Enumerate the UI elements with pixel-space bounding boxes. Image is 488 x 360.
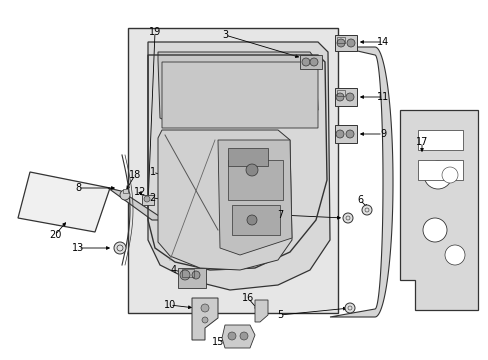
Bar <box>128 28 337 313</box>
Circle shape <box>335 130 343 138</box>
Text: 20: 20 <box>49 230 61 240</box>
Text: 5: 5 <box>276 310 283 320</box>
Circle shape <box>361 205 371 215</box>
Bar <box>142 195 154 205</box>
Bar <box>123 189 128 193</box>
Text: 16: 16 <box>242 293 254 303</box>
Circle shape <box>227 332 236 340</box>
Text: 8: 8 <box>75 183 81 193</box>
Bar <box>417 160 462 180</box>
Bar <box>299 55 321 69</box>
Text: 7: 7 <box>276 210 283 220</box>
Text: 18: 18 <box>129 170 141 180</box>
Text: 2: 2 <box>148 193 155 203</box>
Circle shape <box>192 271 200 279</box>
Circle shape <box>302 58 309 66</box>
Circle shape <box>143 196 150 202</box>
Text: 14: 14 <box>376 37 388 47</box>
Text: 6: 6 <box>356 195 362 205</box>
Bar <box>334 125 356 143</box>
Bar <box>231 205 280 235</box>
Polygon shape <box>108 188 164 220</box>
Circle shape <box>345 303 354 313</box>
Bar <box>336 37 345 43</box>
Polygon shape <box>329 47 392 317</box>
Text: 1: 1 <box>150 167 156 177</box>
Circle shape <box>441 167 457 183</box>
Text: 9: 9 <box>379 129 385 139</box>
Polygon shape <box>399 110 477 310</box>
Bar <box>227 160 283 200</box>
Circle shape <box>444 245 464 265</box>
Text: 15: 15 <box>211 337 224 347</box>
Bar <box>182 269 194 277</box>
Circle shape <box>201 304 208 312</box>
Polygon shape <box>192 298 218 340</box>
Text: 19: 19 <box>148 27 161 37</box>
Circle shape <box>245 164 258 176</box>
Bar <box>417 130 462 150</box>
Circle shape <box>180 270 190 280</box>
Text: 11: 11 <box>376 92 388 102</box>
Circle shape <box>342 213 352 223</box>
Text: 10: 10 <box>163 300 176 310</box>
Circle shape <box>346 93 353 101</box>
Circle shape <box>346 130 353 138</box>
Circle shape <box>335 93 343 101</box>
Circle shape <box>202 317 207 323</box>
Polygon shape <box>254 300 267 322</box>
Circle shape <box>246 215 257 225</box>
Circle shape <box>120 190 130 200</box>
Polygon shape <box>158 130 291 270</box>
Text: 4: 4 <box>171 265 177 275</box>
Polygon shape <box>162 62 317 128</box>
Polygon shape <box>18 172 110 232</box>
Bar <box>336 90 345 96</box>
Circle shape <box>423 161 451 189</box>
Bar <box>227 148 267 166</box>
Circle shape <box>309 58 317 66</box>
Text: 17: 17 <box>415 137 427 147</box>
Circle shape <box>346 39 354 47</box>
Bar <box>178 268 205 288</box>
Text: 13: 13 <box>72 243 84 253</box>
Text: 3: 3 <box>222 30 227 40</box>
Polygon shape <box>222 325 254 348</box>
Polygon shape <box>158 52 317 125</box>
Circle shape <box>422 218 446 242</box>
Circle shape <box>336 39 345 47</box>
Bar <box>334 88 356 106</box>
Text: 12: 12 <box>134 187 146 197</box>
Polygon shape <box>218 140 291 255</box>
Polygon shape <box>148 42 329 290</box>
Circle shape <box>240 332 247 340</box>
Circle shape <box>114 242 126 254</box>
Bar <box>334 35 356 51</box>
